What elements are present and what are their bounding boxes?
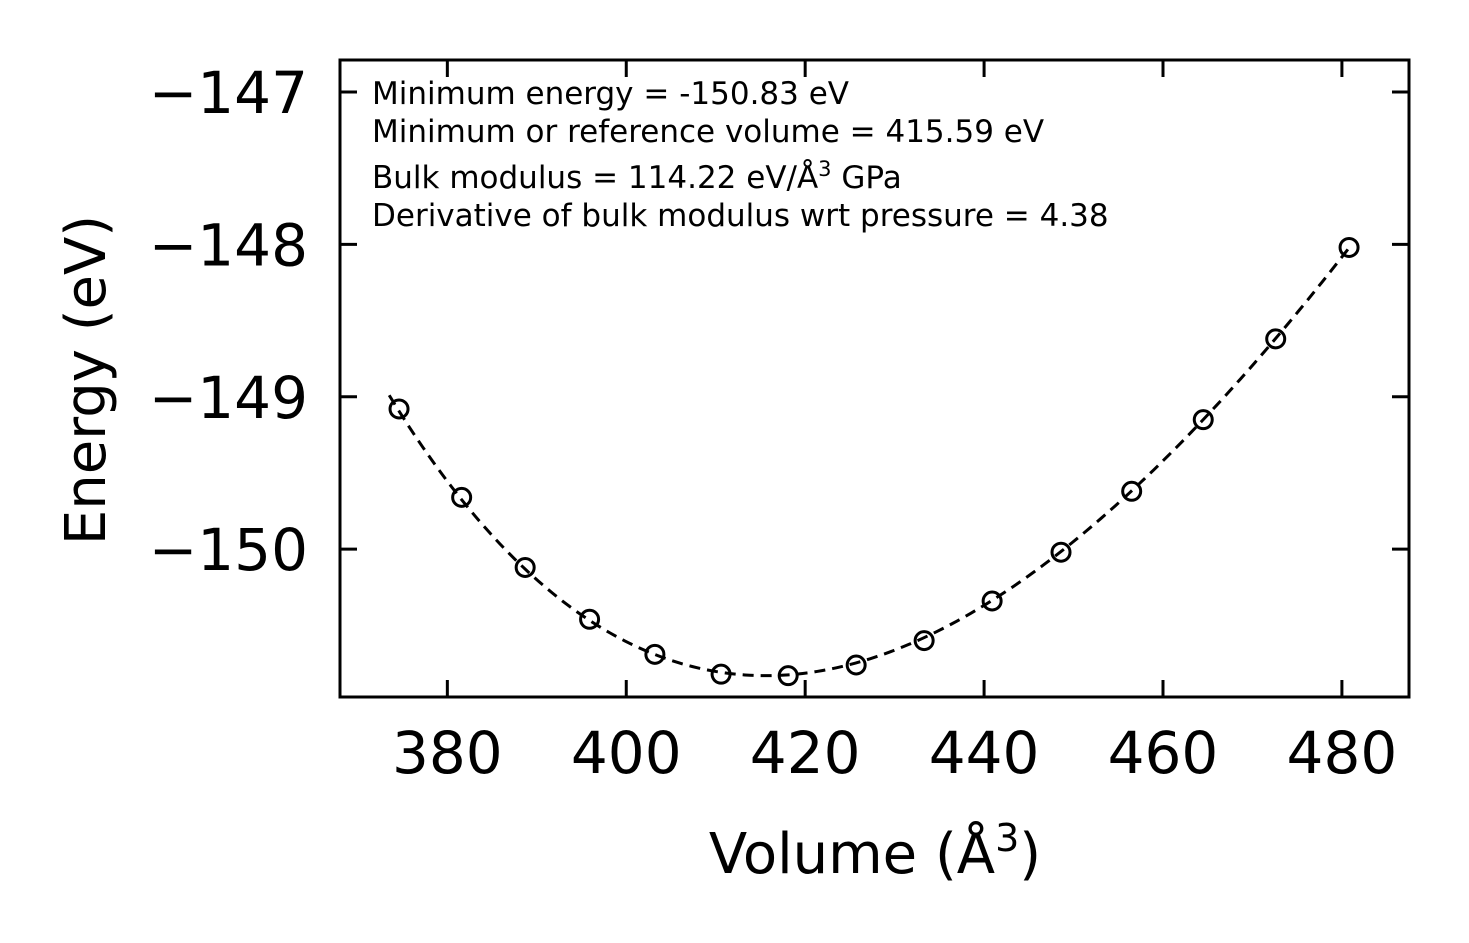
x-tick-label: 460 <box>1108 719 1219 787</box>
x-axis-label-close: ) <box>1019 822 1041 887</box>
fit-curve <box>387 244 1353 678</box>
annotation-bulk-modulus-sup: 3 <box>818 157 831 181</box>
y-tick-label: −147 <box>149 59 308 127</box>
y-tick-label: −150 <box>149 516 308 584</box>
annotation-bulk-modulus: Bulk modulus = 114.22 eV/Å3 GPa <box>372 157 902 196</box>
x-axis-ticks: 380 400 420 440 460 480 <box>392 60 1397 787</box>
data-point <box>1265 328 1287 350</box>
data-points <box>388 236 1360 687</box>
data-point <box>388 398 410 420</box>
x-tick-label: 380 <box>392 719 503 787</box>
y-axis-ticks: −147 −148 −149 −150 <box>149 59 1409 584</box>
data-point <box>913 630 935 652</box>
data-point <box>845 654 867 676</box>
x-tick-label: 440 <box>929 719 1040 787</box>
y-tick-label: −148 <box>149 211 308 279</box>
data-point <box>1050 541 1072 563</box>
data-point <box>1121 480 1143 502</box>
plot-frame <box>338 58 1411 699</box>
y-tick-label: −149 <box>149 364 308 432</box>
data-point <box>981 590 1003 612</box>
data-point <box>1192 409 1214 431</box>
annotation-min-volume: Minimum or reference volume = 415.59 eV <box>372 114 1044 150</box>
annotation-bulk-modulus-unit: GPa <box>832 160 902 196</box>
annotation-bulk-modulus-text: Bulk modulus = 114.22 eV/Å <box>372 160 818 196</box>
data-point <box>644 643 666 665</box>
x-tick-label: 420 <box>750 719 861 787</box>
x-axis-label-sup: 3 <box>995 816 1019 860</box>
data-point <box>579 608 601 630</box>
x-tick-label: 480 <box>1287 719 1398 787</box>
data-point <box>777 665 799 687</box>
data-point <box>710 663 732 685</box>
data-point <box>514 556 536 578</box>
data-point <box>451 486 473 508</box>
data-point <box>1338 236 1360 258</box>
x-axis-label: Volume (Å3) <box>709 816 1041 887</box>
x-axis-label-text: Volume (Å <box>709 821 995 887</box>
annotation-min-energy: Minimum energy = -150.83 eV <box>372 76 849 112</box>
y-axis-label: Energy (eV) <box>54 215 119 545</box>
annotation-bulk-derivative: Derivative of bulk modulus wrt pressure … <box>372 198 1109 234</box>
x-tick-label: 400 <box>571 719 682 787</box>
